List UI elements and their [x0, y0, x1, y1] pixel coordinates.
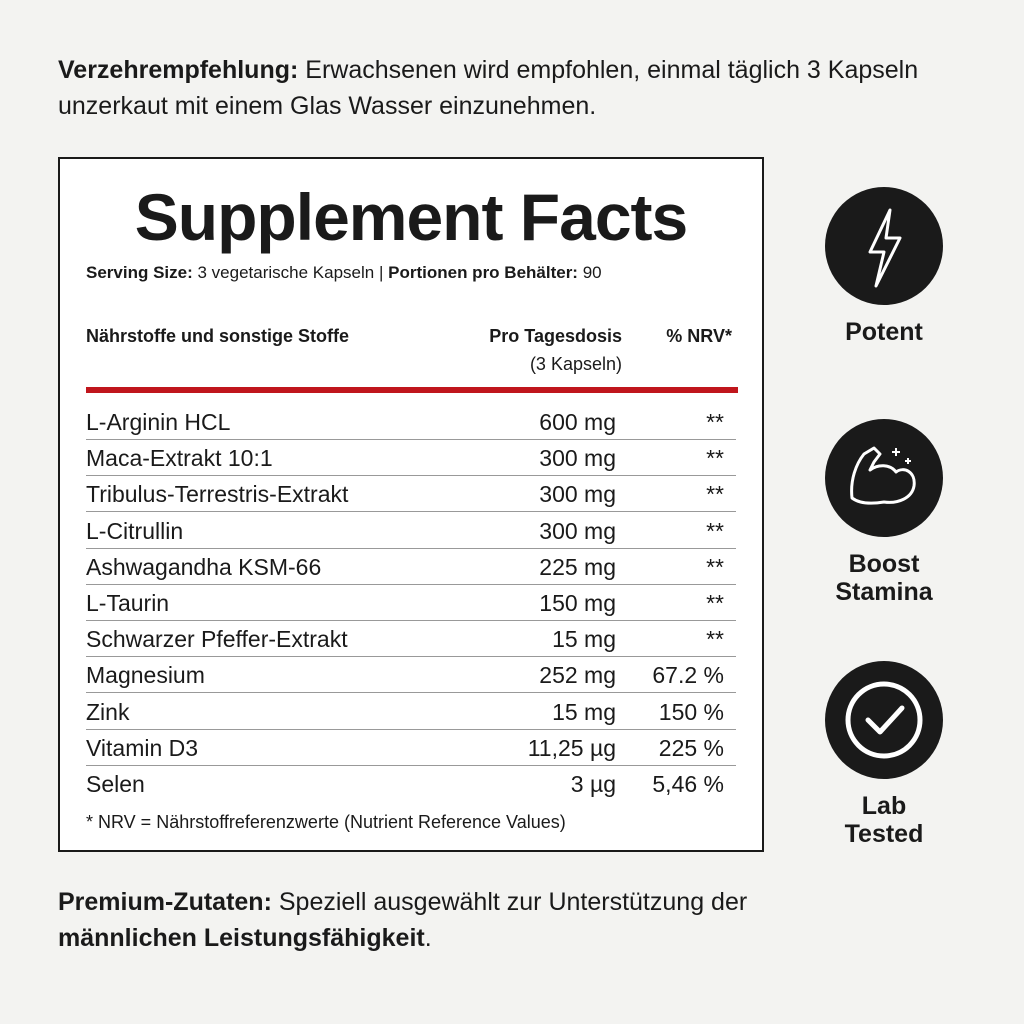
- nutrient-row: Tribulus-Terrestris-Extrakt 300 mg **: [86, 475, 736, 513]
- nutrient-row: Vitamin D3 11,25 µg 225 %: [86, 729, 736, 766]
- intro-label: Verzehrempfehlung:: [58, 56, 299, 84]
- badge-label: Lab Tested: [844, 792, 924, 848]
- badge-icon: [825, 187, 943, 305]
- nutrient-name: Selen: [86, 771, 145, 797]
- nutrient-nrv: 150 %: [658, 698, 724, 725]
- outro-text: Speziell ausgewählt zur Unterstützung de…: [278, 888, 748, 916]
- nutrient-nrv: **: [706, 409, 724, 435]
- badge: Potent: [804, 186, 964, 346]
- header-name: Nährstoffe und sonstige Stoffe: [86, 326, 350, 346]
- facts-title: Supplement Facts: [134, 180, 688, 254]
- nutrient-row: Maca-Extrakt 10:1 300 mg **: [86, 439, 736, 477]
- badge-label: Potent: [845, 318, 923, 346]
- badge: Lab Tested: [804, 660, 964, 848]
- nutrient-nrv: **: [706, 626, 724, 653]
- intro-text: Erwachsenen wird empfohlen, einmal tägli…: [58, 56, 919, 120]
- nutrient-amount: 150 mg: [539, 590, 616, 616]
- nutrient-row: L-Taurin 150 mg **: [86, 584, 736, 621]
- servings: 90: [582, 263, 602, 282]
- nutrient-name: L-Citrullin: [86, 517, 184, 544]
- nutrient-amount: 15 mg: [552, 698, 616, 725]
- footnote: * NRV = Nährstoffreferenzwerte (Nutrient…: [86, 812, 566, 832]
- serving-label: Serving Size:: [86, 263, 193, 282]
- nutrient-nrv: 5,46 %: [652, 771, 724, 797]
- nutrient-name: Schwarzer Pfeffer-Extrakt: [86, 626, 348, 653]
- nutrient-name: Magnesium: [86, 662, 205, 689]
- header-nrv: % NRV*: [666, 326, 732, 346]
- servings-label: Portionen pro Behälter:: [388, 263, 578, 282]
- header-amount: Pro Tagesdosis: [489, 326, 622, 346]
- nutrient-row: Magnesium 252 mg 67.2 %: [86, 656, 736, 694]
- outro-end: .: [424, 924, 432, 952]
- serving-size: 3 vegetarische Kapseln: [197, 263, 375, 282]
- badge-icon: [825, 419, 943, 537]
- serving: Serving Size: 3 vegetarische Kapseln | P…: [86, 263, 602, 283]
- nutrient-name: Tribulus-Terrestris-Extrakt: [86, 481, 349, 508]
- outro-label: Premium-Zutaten:: [58, 888, 272, 916]
- nutrient-name: Ashwagandha KSM-66: [86, 553, 322, 580]
- nutrient-amount: 300 mg: [539, 517, 616, 544]
- nutrient-name: Maca-Extrakt 10:1: [86, 445, 273, 472]
- intro: Verzehrempfehlung: Erwachsenen wird empf…: [58, 52, 938, 124]
- header-amount-note: (3 Kapseln): [529, 354, 622, 374]
- nutrient-nrv: **: [706, 445, 724, 472]
- nutrient-name: Zink: [86, 698, 130, 725]
- nutrient-nrv: **: [706, 517, 724, 544]
- badge-label: Boost Stamina: [835, 550, 933, 606]
- nutrient-nrv: 67.2 %: [652, 662, 724, 689]
- nutrient-amount: 15 mg: [552, 626, 616, 653]
- nutrient-nrv: **: [706, 553, 724, 580]
- separator: |: [378, 263, 384, 282]
- divider: [86, 387, 738, 393]
- facts-panel: Supplement Facts Serving Size: 3 vegetar…: [58, 157, 764, 852]
- nutrient-row: Zink 15 mg 150 %: [86, 693, 736, 730]
- nutrient-amount: 300 mg: [539, 445, 616, 472]
- nutrient-row: Schwarzer Pfeffer-Extrakt 15 mg **: [86, 620, 736, 658]
- nutrient-amount: 225 mg: [539, 553, 616, 580]
- nutrient-name: L-Taurin: [86, 590, 170, 616]
- nutrient-amount: 600 mg: [539, 409, 616, 435]
- nutrient-name: Vitamin D3: [86, 734, 199, 761]
- nutrient-row: Ashwagandha KSM-66 225 mg **: [86, 548, 736, 585]
- nutrient-amount: 252 mg: [539, 662, 616, 689]
- nutrient-nrv: **: [706, 481, 724, 508]
- nutrient-amount: 11,25 µg: [527, 734, 616, 761]
- outro: Premium-Zutaten: Speziell ausgewählt zur…: [58, 884, 858, 956]
- nutrient-amount: 300 mg: [539, 481, 616, 508]
- badge-icon: [825, 661, 943, 779]
- nutrient-amount: 3 µg: [570, 771, 616, 797]
- nutrient-nrv: **: [706, 590, 724, 616]
- nutrient-row: L-Arginin HCL 600 mg **: [86, 403, 736, 440]
- outro-highlight: männlichen Leistungsfähigkeit: [58, 924, 425, 952]
- nutrient-row: L-Citrullin 300 mg **: [86, 512, 736, 549]
- badge: Boost Stamina: [804, 418, 964, 606]
- nutrient-nrv: 225 %: [658, 734, 724, 761]
- nutrient-row: Selen 3 µg 5,46 %: [86, 765, 736, 801]
- nutrient-name: L-Arginin HCL: [86, 409, 231, 435]
